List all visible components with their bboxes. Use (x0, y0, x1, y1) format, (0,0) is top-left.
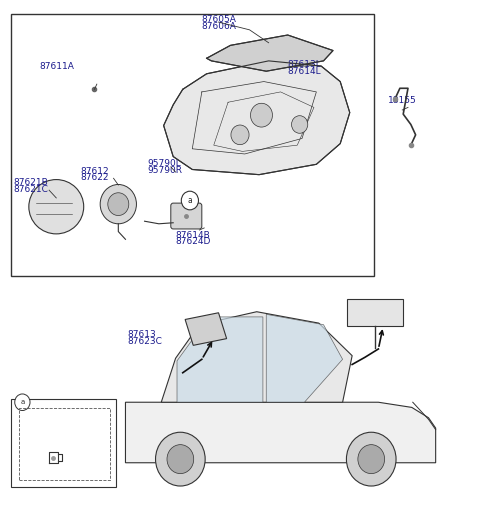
Polygon shape (206, 35, 333, 71)
Text: 87612: 87612 (80, 166, 109, 176)
Circle shape (15, 394, 30, 410)
Circle shape (251, 103, 273, 127)
Text: 87613: 87613 (128, 331, 156, 340)
Text: 87605A: 87605A (201, 15, 236, 24)
Text: 87614B: 87614B (176, 231, 210, 240)
Polygon shape (266, 314, 343, 402)
FancyBboxPatch shape (11, 15, 373, 276)
Polygon shape (164, 61, 350, 175)
Text: a: a (20, 399, 24, 405)
Text: 87611A: 87611A (39, 61, 74, 71)
Text: a: a (188, 196, 192, 205)
Text: 95790L: 95790L (147, 159, 180, 168)
Circle shape (181, 191, 199, 210)
Text: 87624D: 87624D (176, 238, 211, 246)
Polygon shape (177, 317, 263, 402)
Polygon shape (185, 313, 227, 345)
Circle shape (167, 445, 194, 474)
Text: 96985B: 96985B (46, 424, 78, 433)
Text: 87622: 87622 (80, 173, 108, 183)
Circle shape (347, 432, 396, 486)
Circle shape (358, 445, 384, 474)
Text: 87613L: 87613L (288, 60, 322, 69)
Circle shape (156, 432, 205, 486)
Text: 95790R: 95790R (147, 166, 182, 175)
Text: (ONLY LH): (ONLY LH) (41, 415, 83, 424)
Polygon shape (348, 299, 403, 326)
Ellipse shape (29, 179, 84, 234)
Text: 85101: 85101 (371, 315, 400, 324)
FancyBboxPatch shape (171, 203, 202, 229)
Circle shape (108, 193, 129, 215)
Text: 87621C: 87621C (13, 185, 48, 193)
Text: 87606A: 87606A (201, 22, 236, 31)
FancyBboxPatch shape (11, 399, 116, 487)
Polygon shape (125, 402, 436, 463)
Text: 87614L: 87614L (288, 67, 321, 76)
Text: 18155: 18155 (388, 96, 417, 105)
Circle shape (291, 115, 308, 133)
Circle shape (231, 125, 249, 145)
Text: 87621B: 87621B (13, 178, 48, 187)
Polygon shape (161, 311, 352, 402)
Circle shape (100, 185, 136, 224)
Text: 87623C: 87623C (128, 337, 163, 346)
